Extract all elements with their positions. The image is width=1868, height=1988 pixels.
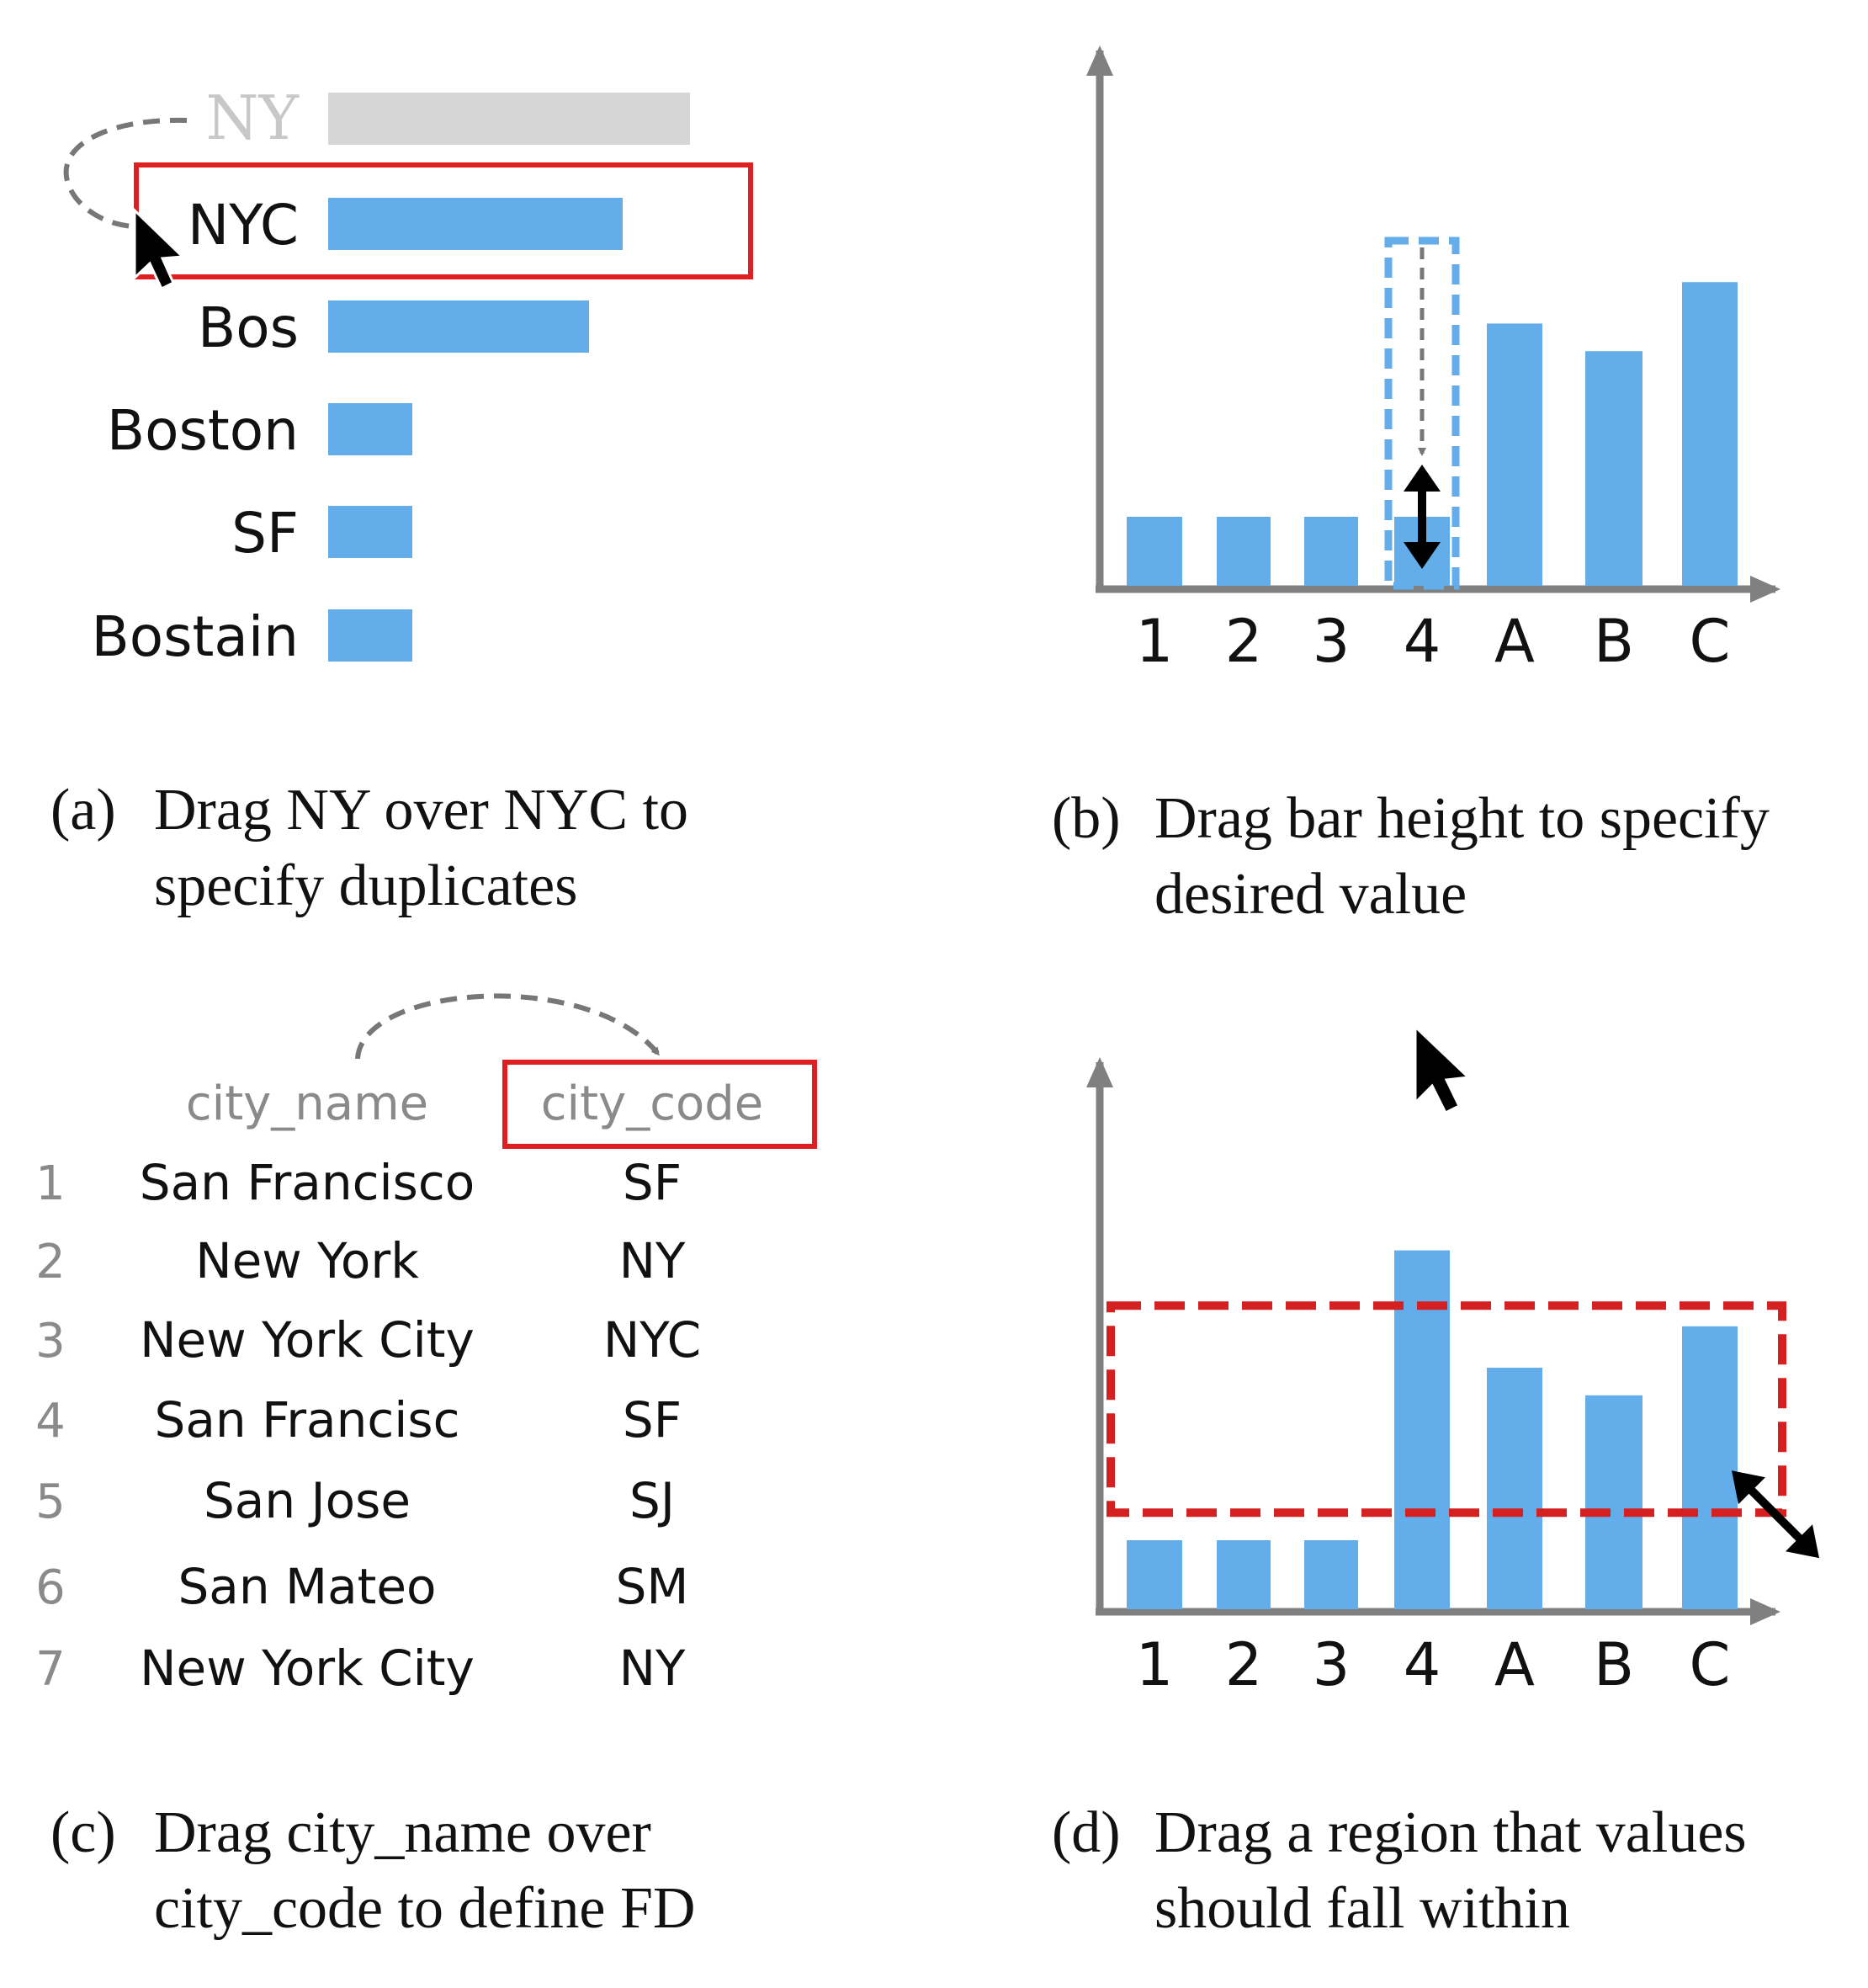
drag-path-arrow xyxy=(63,117,188,231)
x-tick-label: 2 xyxy=(1225,1630,1263,1699)
x-tick-label: 4 xyxy=(1404,1630,1441,1699)
bar[interactable] xyxy=(1217,517,1271,586)
cell-city-name: San Francisc xyxy=(155,1391,460,1448)
bar-label[interactable]: NYC xyxy=(188,193,299,258)
column-header-city-name[interactable]: city_name xyxy=(186,1076,428,1131)
panel-c-table: city_name city_code 1 San Francisco SF 2 New… xyxy=(35,993,817,1941)
pointer-cursor-icon xyxy=(1414,1023,1472,1115)
pointer-cursor-icon xyxy=(133,207,186,291)
bar[interactable] xyxy=(1217,1540,1271,1609)
x-tick-label: A xyxy=(1494,607,1535,676)
row-index: 6 xyxy=(35,1560,66,1615)
cell-city-name: New York xyxy=(195,1232,419,1289)
caption-label-d: (d) xyxy=(1052,1800,1121,1865)
caption-line2-a: specify duplicates xyxy=(154,853,577,918)
x-tick-label: A xyxy=(1494,1630,1535,1699)
caption-line2-d: should fall within xyxy=(1154,1876,1570,1941)
x-tick-label: C xyxy=(1690,1630,1731,1699)
bar-label[interactable]: Bostain xyxy=(91,604,299,669)
bar[interactable] xyxy=(328,403,412,455)
valid-region-box[interactable] xyxy=(1106,1301,1786,1518)
bar[interactable] xyxy=(328,198,623,250)
bar[interactable] xyxy=(1487,1368,1542,1609)
bar[interactable] xyxy=(1304,517,1358,586)
row-index: 2 xyxy=(35,1235,66,1289)
cell-city-code: NY xyxy=(619,1640,686,1697)
caption-line1-a: Drag NY over NYC to xyxy=(154,778,688,843)
bar[interactable] xyxy=(328,300,589,353)
x-tick-label: 1 xyxy=(1136,1630,1174,1699)
resize-vertical-icon[interactable] xyxy=(1404,465,1441,569)
bar[interactable] xyxy=(1127,517,1182,586)
x-tick-label: 2 xyxy=(1225,607,1263,676)
caption-label-a: (a) xyxy=(50,778,116,843)
fd-drag-arrow xyxy=(355,993,661,1060)
x-tick-label: 4 xyxy=(1404,607,1441,676)
bar-label[interactable]: Bos xyxy=(198,295,299,360)
caption-line1-d: Drag a region that values xyxy=(1154,1800,1747,1865)
column-header-city-code[interactable]: city_code xyxy=(541,1076,764,1131)
ghost-bar-ny[interactable] xyxy=(328,93,690,145)
x-tick-label: B xyxy=(1594,607,1634,676)
caption-label-b: (b) xyxy=(1052,786,1121,851)
cell-city-code: SJ xyxy=(629,1472,675,1529)
cell-city-code: NY xyxy=(619,1232,686,1289)
cell-city-code: SM xyxy=(616,1558,689,1615)
row-index: 5 xyxy=(35,1475,66,1529)
bar-label[interactable]: Boston xyxy=(107,398,299,463)
bar[interactable] xyxy=(328,609,412,662)
bar[interactable] xyxy=(328,506,412,558)
caption-line1-b: Drag bar height to specify xyxy=(1154,786,1770,851)
target-height-outline[interactable] xyxy=(1384,237,1460,590)
bar-label[interactable]: SF xyxy=(231,501,299,566)
row-index: 3 xyxy=(35,1314,66,1369)
x-tick-label: C xyxy=(1690,607,1731,676)
cell-city-code: SF xyxy=(623,1154,682,1211)
cell-city-name: New York City xyxy=(140,1311,475,1369)
panel-a-duplicates: NY NYC Bos Boston SF Bostain (a) Drag NY ove… xyxy=(50,82,753,918)
cell-city-name: San Jose xyxy=(204,1472,411,1529)
bar[interactable] xyxy=(1487,323,1542,586)
caption-label-c: (c) xyxy=(50,1800,116,1865)
cell-city-code: NYC xyxy=(603,1311,701,1369)
caption-line2-c: city_code to define FD xyxy=(154,1876,695,1941)
bar[interactable] xyxy=(1394,1250,1450,1609)
cell-city-name: San Mateo xyxy=(178,1558,436,1615)
bar[interactable] xyxy=(1585,351,1642,586)
bar[interactable] xyxy=(1304,1540,1358,1609)
ghost-label-ny[interactable]: NY xyxy=(205,82,300,153)
x-tick-label: 3 xyxy=(1313,1630,1351,1699)
cell-city-code: SF xyxy=(623,1391,682,1448)
cell-city-name: New York City xyxy=(140,1640,475,1697)
bar[interactable] xyxy=(1127,1540,1182,1609)
bar[interactable] xyxy=(1682,282,1738,586)
x-tick-label: B xyxy=(1594,1630,1634,1699)
bar[interactable] xyxy=(1682,1326,1738,1609)
row-index: 7 xyxy=(35,1642,66,1697)
bar[interactable] xyxy=(1585,1395,1642,1609)
caption-line1-c: Drag city_name over xyxy=(154,1800,651,1865)
resize-diagonal-icon[interactable] xyxy=(1732,1470,1819,1559)
cell-city-name: San Francisco xyxy=(140,1154,475,1211)
x-tick-label: 1 xyxy=(1136,607,1174,676)
x-tick-label: 3 xyxy=(1313,607,1351,676)
drop-target-highlight-column xyxy=(502,1060,817,1149)
caption-line2-b: desired value xyxy=(1154,862,1467,927)
row-index: 4 xyxy=(35,1394,66,1448)
row-index: 1 xyxy=(35,1156,66,1211)
